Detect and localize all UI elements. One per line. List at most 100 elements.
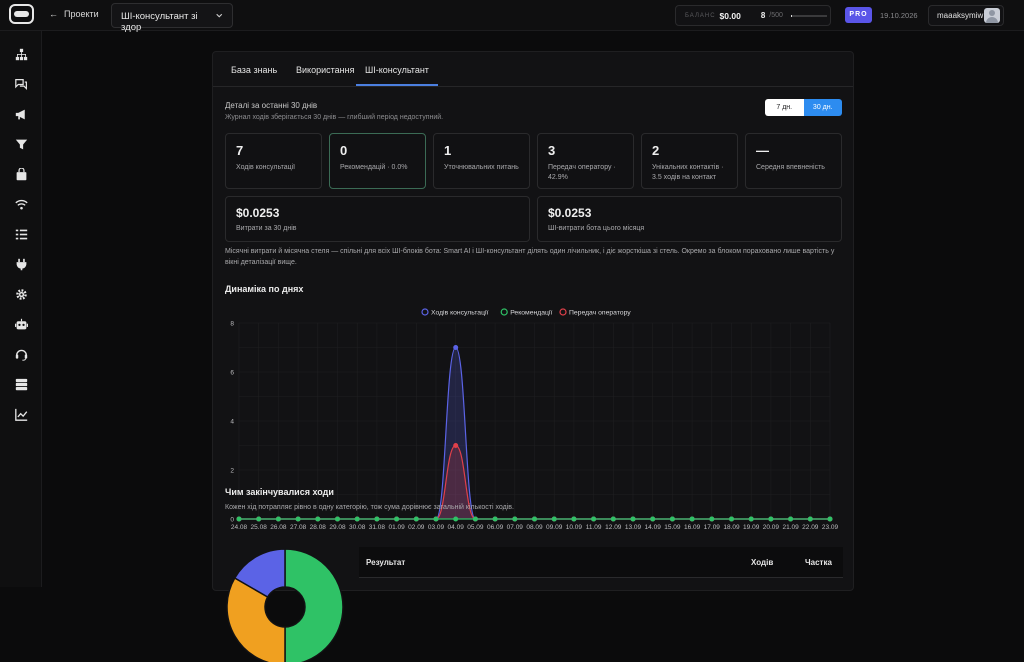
data-point bbox=[748, 516, 754, 522]
legend-marker bbox=[559, 308, 567, 316]
x-tick-label: 19.09 bbox=[743, 524, 760, 531]
tab-usage[interactable]: Використання bbox=[296, 65, 355, 75]
cost-value: $0.0253 bbox=[548, 206, 592, 220]
stat-label: Уточнювальних питань bbox=[444, 164, 519, 171]
bag-icon[interactable] bbox=[13, 166, 29, 182]
x-tick-label: 05.09 bbox=[467, 524, 484, 531]
chevron-down-icon bbox=[215, 13, 222, 18]
cost-label: Витрати за 30 днів bbox=[236, 225, 297, 232]
data-point bbox=[295, 516, 301, 522]
x-tick-label: 06.09 bbox=[487, 524, 504, 531]
x-tick-label: 12.09 bbox=[605, 524, 622, 531]
project-select[interactable]: ШІ-консультант зі здор bbox=[111, 3, 233, 33]
stat-card-confidence: — Середня впевненість bbox=[745, 133, 842, 189]
cost-label: ШІ-витрати бота цього місяця bbox=[548, 225, 645, 232]
headset-icon[interactable] bbox=[13, 346, 29, 362]
credits-used: 8 bbox=[760, 11, 766, 20]
stat-label: Рекомендацій · 0.0% bbox=[340, 164, 408, 171]
stat-label: Середня впевненість bbox=[756, 164, 825, 171]
list-check-icon[interactable] bbox=[13, 226, 29, 242]
x-tick-label: 27.08 bbox=[290, 524, 307, 531]
data-point bbox=[335, 516, 340, 522]
data-point bbox=[453, 443, 459, 448]
data-point bbox=[492, 516, 498, 522]
range-7-days-button[interactable]: 7 дн. bbox=[765, 99, 804, 116]
x-tick-label: 18.09 bbox=[723, 524, 740, 531]
x-tick-label: 03.09 bbox=[428, 524, 445, 531]
y-tick-label: 6 bbox=[230, 370, 234, 377]
balance-widget[interactable]: БАЛАНС $0.00 8 /500 bbox=[675, 5, 831, 26]
cost-value: $0.0253 bbox=[236, 206, 280, 220]
sidebar bbox=[0, 31, 42, 587]
stat-value: 3 bbox=[548, 143, 556, 158]
endings-title: Чим закінчувалися ходи bbox=[225, 487, 334, 497]
range-30-days-button[interactable]: 30 дн. bbox=[803, 99, 842, 116]
megaphone-icon[interactable] bbox=[13, 106, 29, 122]
x-tick-label: 21.09 bbox=[782, 524, 799, 531]
tab-knowledge-base[interactable]: База знань bbox=[231, 65, 278, 75]
x-tick-label: 31.08 bbox=[369, 524, 386, 531]
x-tick-label: 11.09 bbox=[586, 524, 602, 531]
chat-bubbles-icon[interactable] bbox=[13, 76, 29, 92]
plug-icon[interactable] bbox=[13, 256, 29, 272]
x-tick-label: 28.08 bbox=[310, 524, 327, 531]
period-note: Журнал ходів зберігається 30 днів — глиб… bbox=[225, 114, 444, 121]
user-menu[interactable]: maaaksymiw bbox=[928, 5, 1004, 26]
x-tick-label: 08.09 bbox=[526, 524, 543, 531]
x-tick-label: 22.09 bbox=[802, 524, 819, 531]
x-tick-label: 16.09 bbox=[684, 524, 701, 531]
data-point bbox=[807, 516, 813, 522]
sitemap-icon[interactable] bbox=[13, 46, 29, 62]
back-label: Проекти bbox=[64, 9, 99, 19]
data-point bbox=[354, 516, 360, 522]
y-tick-label: 4 bbox=[230, 419, 234, 426]
data-point bbox=[650, 516, 656, 522]
data-point bbox=[788, 516, 794, 522]
back-to-projects-link[interactable]: ← Проекти bbox=[49, 9, 99, 19]
username: maaaksymiw bbox=[937, 11, 984, 20]
x-tick-label: 20.09 bbox=[763, 524, 780, 531]
ai-consultant-panel: База знань Використання ШІ-консультант Д… bbox=[212, 51, 854, 662]
data-point bbox=[315, 516, 321, 522]
y-tick-label: 2 bbox=[230, 468, 234, 475]
column-turns: Ходів bbox=[751, 558, 774, 567]
dynamics-title: Динаміка по днях bbox=[225, 284, 304, 294]
logo[interactable] bbox=[9, 4, 34, 24]
stat-card-unique-contacts: 2 Унікальних контактів · 3.5 ходів на ко… bbox=[641, 133, 738, 189]
y-tick-label: 8 bbox=[230, 321, 234, 328]
data-point bbox=[275, 516, 281, 522]
data-point bbox=[827, 516, 833, 522]
chart-line-icon[interactable] bbox=[13, 406, 29, 422]
stat-card-recommendations: 0 Рекомендацій · 0.0% bbox=[329, 133, 426, 189]
x-tick-label: 13.09 bbox=[625, 524, 642, 531]
x-tick-label: 02.09 bbox=[408, 524, 425, 531]
data-point bbox=[472, 516, 478, 522]
data-point bbox=[394, 516, 400, 522]
wifi-icon[interactable] bbox=[13, 196, 29, 212]
legend-label: Передач оператору bbox=[569, 310, 631, 317]
data-point bbox=[591, 516, 597, 522]
stat-label: Унікальних контактів · 3.5 ходів на конт… bbox=[652, 164, 724, 181]
y-tick-label: 0 bbox=[230, 517, 234, 524]
x-tick-label: 30.08 bbox=[349, 524, 366, 531]
x-tick-label: 25.08 bbox=[251, 524, 268, 531]
stat-label: Ходів консультації bbox=[236, 164, 296, 171]
data-point bbox=[532, 516, 537, 522]
stat-value: 0 bbox=[340, 143, 348, 158]
x-tick-label: 07.09 bbox=[507, 524, 524, 531]
data-point bbox=[669, 516, 675, 522]
column-result: Результат bbox=[366, 558, 406, 567]
gear-icon[interactable] bbox=[13, 286, 29, 302]
server-icon[interactable] bbox=[13, 376, 29, 392]
tab-ai-consultant[interactable]: ШІ-консультант bbox=[356, 65, 438, 86]
data-point bbox=[236, 516, 242, 522]
legend-marker bbox=[421, 308, 429, 316]
data-point bbox=[374, 516, 380, 522]
filter-icon[interactable] bbox=[13, 136, 29, 152]
robot-icon[interactable] bbox=[13, 316, 29, 332]
x-tick-label: 23.09 bbox=[822, 524, 839, 531]
top-bar: ← Проекти ШІ-консультант зі здор БАЛАНС … bbox=[0, 0, 1024, 33]
data-point bbox=[571, 516, 577, 522]
x-tick-label: 09.09 bbox=[546, 524, 563, 531]
endings-pie-chart bbox=[226, 548, 344, 662]
